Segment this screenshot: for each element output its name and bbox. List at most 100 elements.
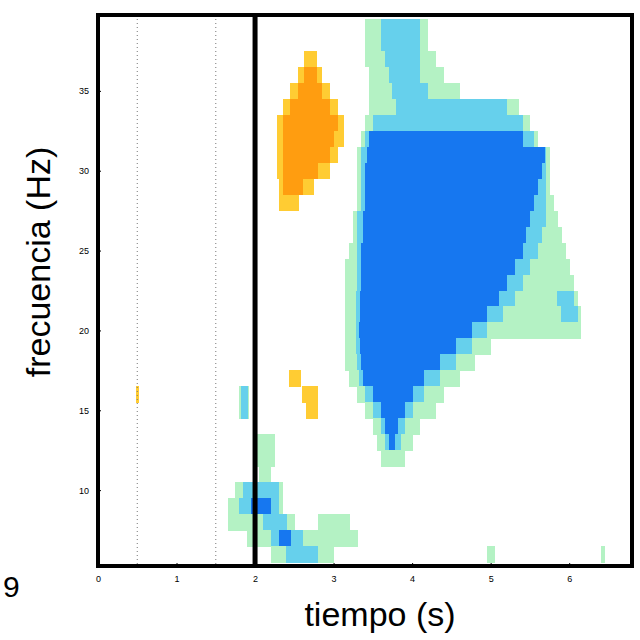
heatmap-cell: [228, 514, 295, 530]
heatmap-cell: [361, 147, 546, 163]
heatmap-cell: [241, 386, 248, 402]
heatmap-cell: [357, 243, 538, 259]
heatmap-cell: [304, 51, 317, 67]
heatmap-cell: [357, 386, 444, 402]
heatmap-cell: [353, 211, 558, 227]
heatmap-cell: [243, 482, 279, 498]
heatmap-cell: [359, 370, 440, 386]
heatmap-cell: [363, 370, 424, 386]
heatmap-cell: [241, 402, 248, 418]
heatmap-cell: [239, 498, 279, 514]
panel-label: 9: [3, 570, 20, 603]
x-tick-label: 4: [410, 574, 415, 584]
reference-line: [137, 15, 138, 566]
y-tick-label: 25: [79, 246, 89, 256]
heatmap-cell: [360, 306, 488, 322]
y-tick-label: 35: [79, 86, 89, 96]
heatmap-cell: [289, 370, 301, 386]
heatmap-cell: [396, 99, 506, 115]
heatmap-cell: [345, 259, 569, 275]
heatmap-cell: [363, 211, 530, 227]
heatmap-cell: [279, 179, 315, 195]
x-tick-label: 5: [489, 574, 494, 584]
x-tick-label: 1: [175, 574, 180, 584]
heatmap-cell: [361, 179, 546, 195]
heatmap-cell: [345, 291, 577, 307]
heatmap-cell: [360, 291, 499, 307]
heatmap-cell: [357, 227, 542, 243]
heatmap-cell: [283, 131, 335, 147]
y-tick-label: 20: [79, 326, 89, 336]
heatmap-cell: [306, 402, 318, 418]
heatmap-cell: [239, 402, 249, 418]
heatmap-cell: [277, 147, 338, 163]
heatmap-cell: [357, 163, 550, 179]
plot-frame: [98, 15, 632, 566]
heatmap-cell: [298, 67, 322, 83]
heatmap-cell: [298, 83, 322, 99]
heatmap-cell: [369, 131, 523, 147]
heatmap-cell: [356, 306, 503, 322]
heatmap-cell: [381, 19, 421, 35]
heatmap-cell: [365, 19, 428, 35]
plot-background: [98, 15, 632, 566]
heatmap-cell: [356, 338, 472, 354]
heatmap-cell: [290, 99, 330, 115]
heatmap-cell: [271, 546, 334, 562]
x-tick-label: 6: [567, 574, 572, 584]
heatmap-cell: [361, 259, 515, 275]
heatmap-cell: [381, 418, 405, 434]
heatmap-cell: [247, 530, 357, 546]
heatmap-cell: [389, 434, 396, 450]
heatmap-cell: [385, 434, 401, 450]
heatmap-cell: [283, 115, 338, 131]
heatmap-cell: [349, 370, 459, 386]
x-tick-label: 0: [96, 574, 101, 584]
heatmap-cell: [345, 322, 581, 338]
heatmap-cell: [385, 51, 421, 67]
heatmap-cell: [361, 195, 546, 211]
heatmap-cell: [369, 67, 444, 83]
heatmap-cell: [283, 147, 331, 163]
heatmap-cell: [357, 179, 550, 195]
heatmap-cell: [373, 386, 413, 402]
chart: 0123456101520253035tiempo (s)frecuencia …: [0, 0, 640, 640]
y-axis-title: frecuencia (Hz): [19, 147, 57, 378]
heatmap-cell: [356, 291, 515, 307]
heatmap-cell: [277, 115, 343, 131]
heatmap-cell: [283, 99, 338, 115]
heatmap-cell: [357, 275, 522, 291]
y-tick-label: 10: [79, 486, 89, 496]
heatmap-cell: [373, 115, 523, 131]
heatmap-cell: [365, 51, 436, 67]
onset-line: [253, 15, 258, 566]
heatmap-cell: [283, 163, 319, 179]
heatmap-cell: [363, 227, 527, 243]
heatmap-cell: [353, 227, 562, 243]
heatmap-cell: [279, 195, 299, 211]
heatmap-cell: [345, 275, 573, 291]
heatmap-cell: [257, 434, 275, 450]
x-tick-label: 2: [253, 574, 258, 584]
heatmap-cell: [239, 386, 249, 402]
heatmap-cell: [385, 418, 399, 434]
heatmap-cell: [373, 418, 421, 434]
heatmap-cell: [365, 402, 436, 418]
heatmap-cell: [283, 179, 303, 195]
heatmap-cell: [373, 402, 413, 418]
heatmap-cell: [357, 195, 554, 211]
heatmap-cell: [357, 354, 456, 370]
heatmap-cell: [381, 402, 405, 418]
heatmap-cell: [365, 115, 530, 131]
heatmap-cell: [381, 450, 405, 466]
heatmap-cell: [359, 322, 472, 338]
heatmap-cell: [357, 259, 530, 275]
heatmap-cell: [277, 131, 343, 147]
heatmap-cell: [345, 338, 491, 354]
heatmap-cell: [279, 530, 291, 546]
y-tick-label: 30: [79, 166, 89, 176]
heatmap-cell: [357, 147, 550, 163]
reference-line: [215, 15, 216, 566]
heatmap-cell: [302, 386, 318, 402]
heatmap-cell: [561, 306, 577, 322]
